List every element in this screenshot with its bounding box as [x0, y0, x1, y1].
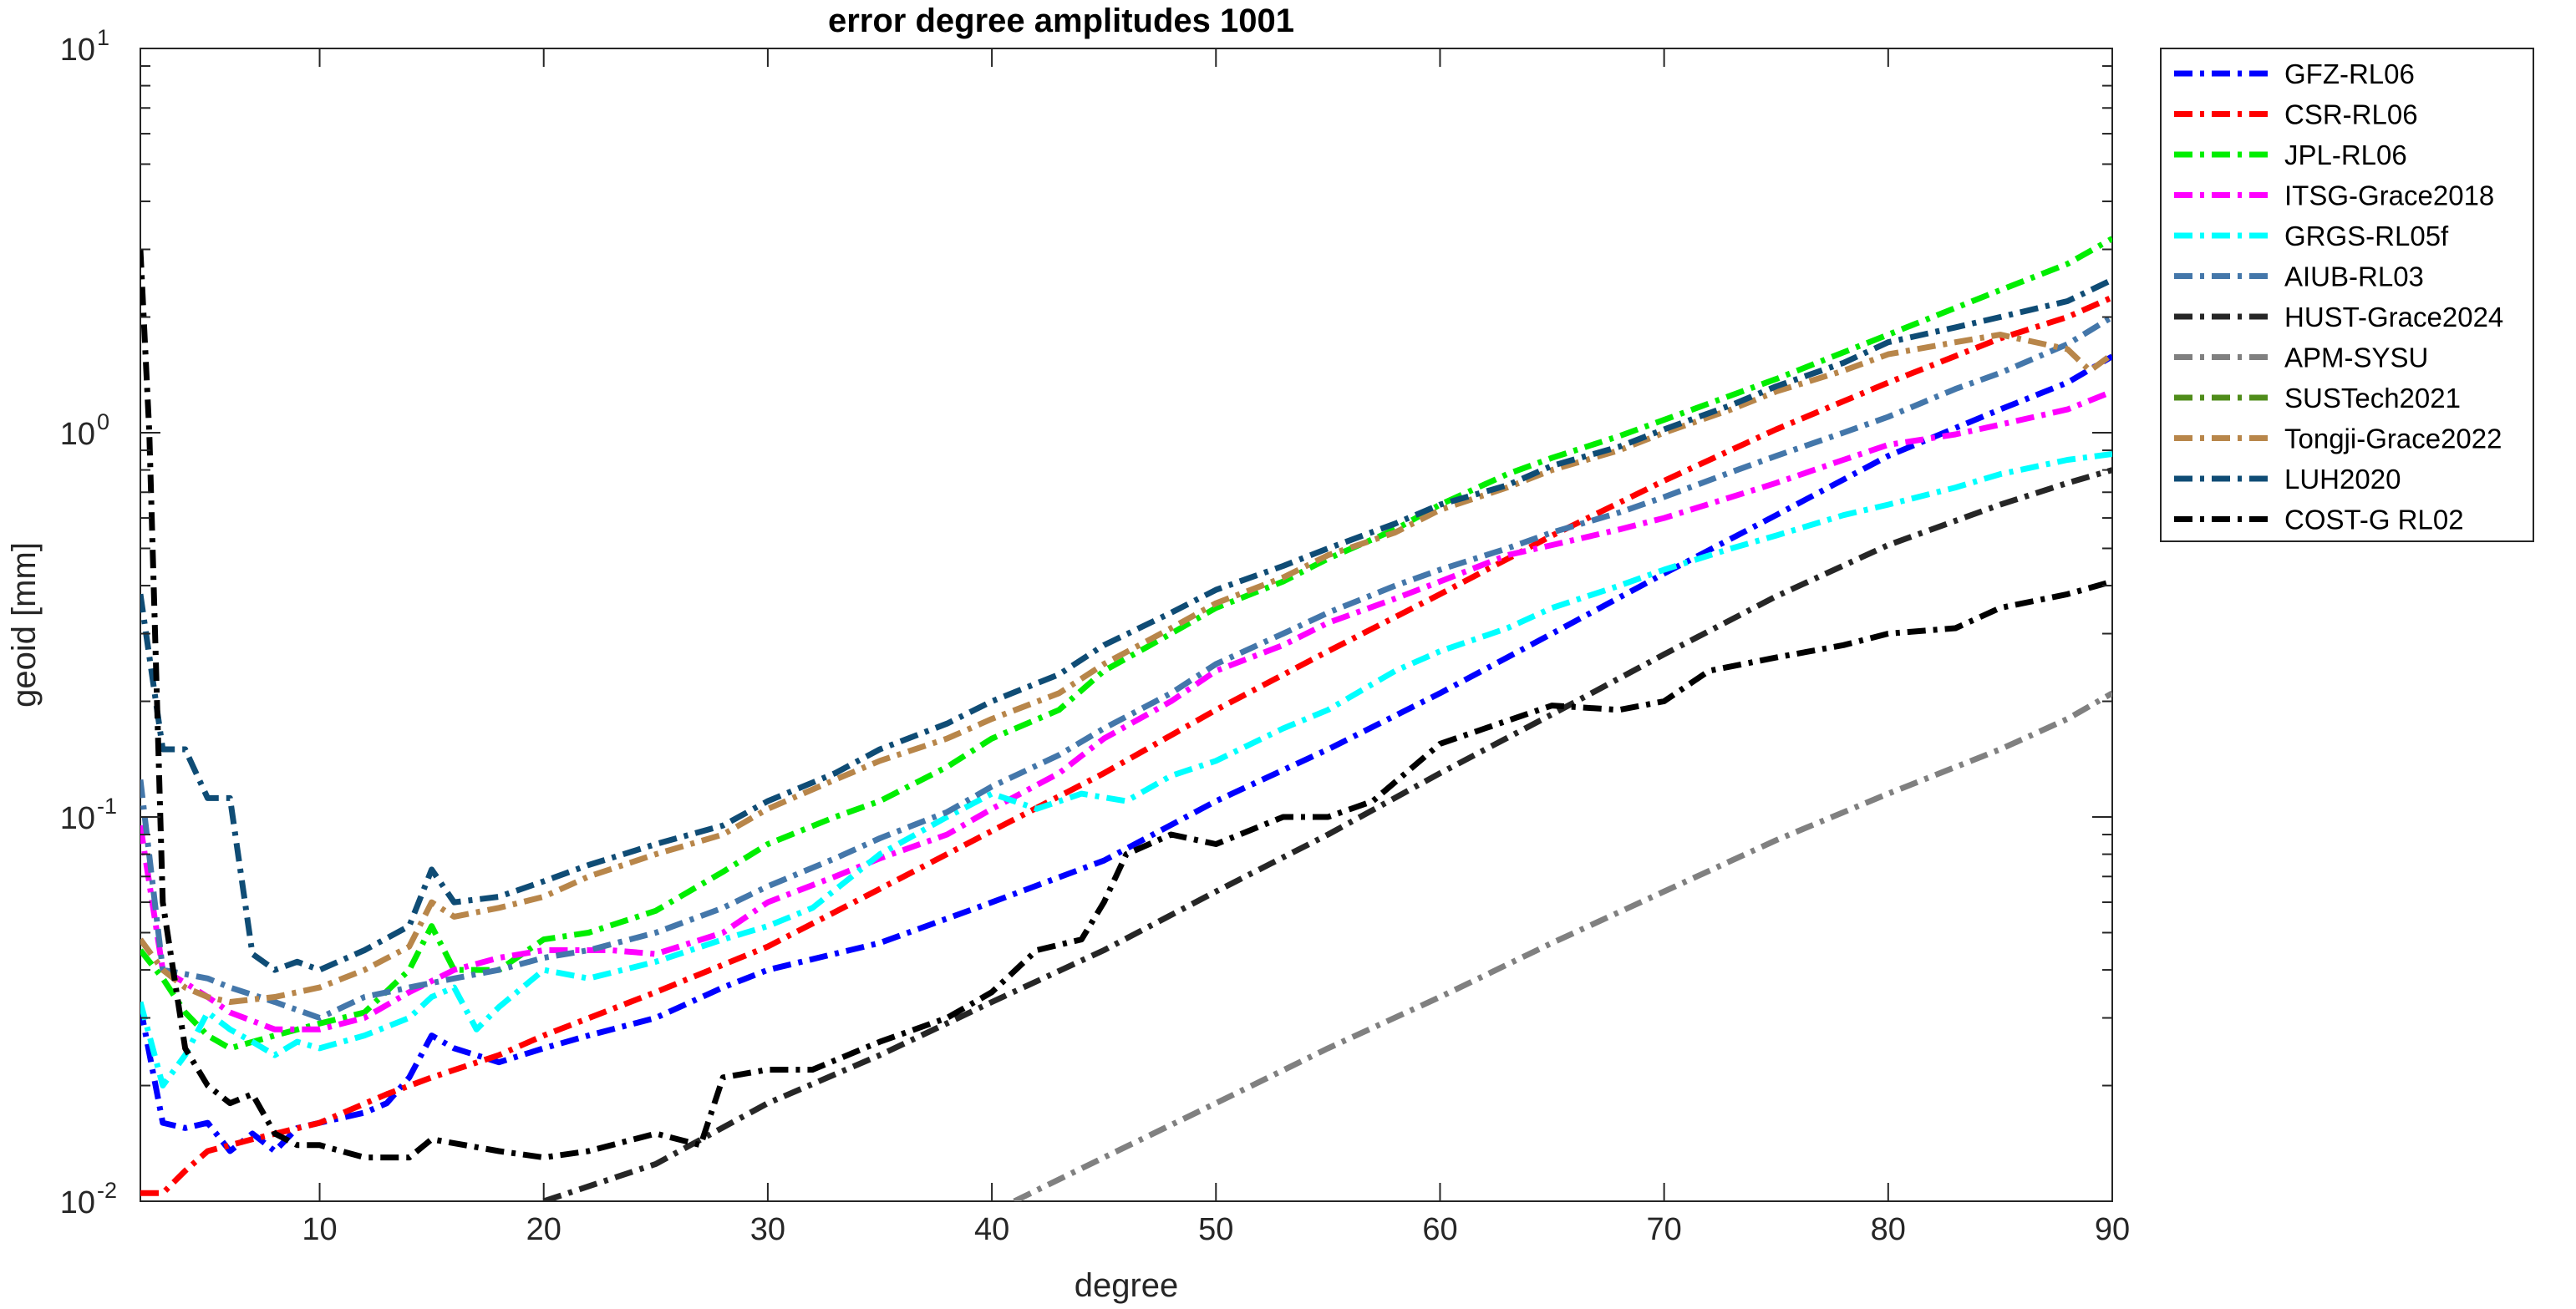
y-tick-label: 10 [60, 801, 95, 836]
series-line-0 [140, 353, 2112, 1154]
series-line-3 [140, 388, 2112, 1032]
legend-box [2160, 48, 2534, 542]
series-line-1 [140, 294, 2112, 1196]
series-line-11 [140, 249, 2112, 1161]
series-line-7 [1013, 690, 2112, 1201]
y-tick-exponent: 0 [97, 409, 109, 434]
series-line-10 [140, 277, 2112, 973]
legend-label-10: LUH2020 [2284, 464, 2401, 495]
y-axis-title: geoid [mm] [6, 542, 43, 708]
x-tick-label: 30 [750, 1212, 785, 1247]
series-layer [140, 236, 2112, 1201]
y-tick-label: 10 [60, 417, 95, 452]
y-tick-exponent: 1 [97, 25, 109, 50]
legend-label-4: GRGS-RL05f [2284, 221, 2449, 251]
series-line-5 [140, 314, 2112, 1021]
x-tick-label: 10 [302, 1212, 337, 1247]
legend: GFZ-RL06 CSR-RL06 JPL-RL06 ITSG-Grace2018 GR… [2160, 48, 2534, 542]
x-tick-label: 20 [526, 1212, 561, 1247]
plot-area [140, 48, 2113, 1202]
x-tick-label: 50 [1198, 1212, 1233, 1247]
y-tick-exponent: -1 [97, 794, 117, 819]
x-tick-label: 70 [1646, 1212, 1681, 1247]
y-tick-label: 10 [60, 33, 95, 68]
x-tick-label: 40 [974, 1212, 1009, 1247]
x-tick-label: 90 [2095, 1212, 2130, 1247]
legend-label-5: AIUB-RL03 [2284, 261, 2424, 292]
series-line-4 [140, 451, 2112, 1088]
series-line-6 [542, 467, 2112, 1201]
legend-label-7: APM-SYSU [2284, 342, 2428, 373]
chart-title: error degree amplitudes 1001 [828, 3, 1294, 39]
series-line-2 [140, 236, 2112, 1052]
legend-label-6: HUST-Grace2024 [2284, 302, 2503, 332]
x-axis-title: degree [1075, 1267, 1179, 1304]
legend-label-0: GFZ-RL06 [2284, 58, 2415, 89]
x-axis: 10 20 30 40 50 60 70 80 90 [302, 48, 2130, 1247]
x-tick-label: 60 [1422, 1212, 1457, 1247]
series-line-9 [140, 332, 2112, 1005]
legend-label-9: Tongji-Grace2022 [2284, 424, 2502, 454]
y-tick-label: 10 [60, 1185, 95, 1220]
legend-label-3: ITSG-Grace2018 [2284, 180, 2494, 211]
legend-label-11: COST-G RL02 [2284, 505, 2464, 535]
legend-label-2: JPL-RL06 [2284, 140, 2407, 170]
x-tick-label: 80 [1871, 1212, 1906, 1247]
y-tick-exponent: -2 [97, 1178, 117, 1203]
legend-label-8: SUSTech2021 [2284, 383, 2461, 414]
legend-label-1: CSR-RL06 [2284, 99, 2418, 130]
